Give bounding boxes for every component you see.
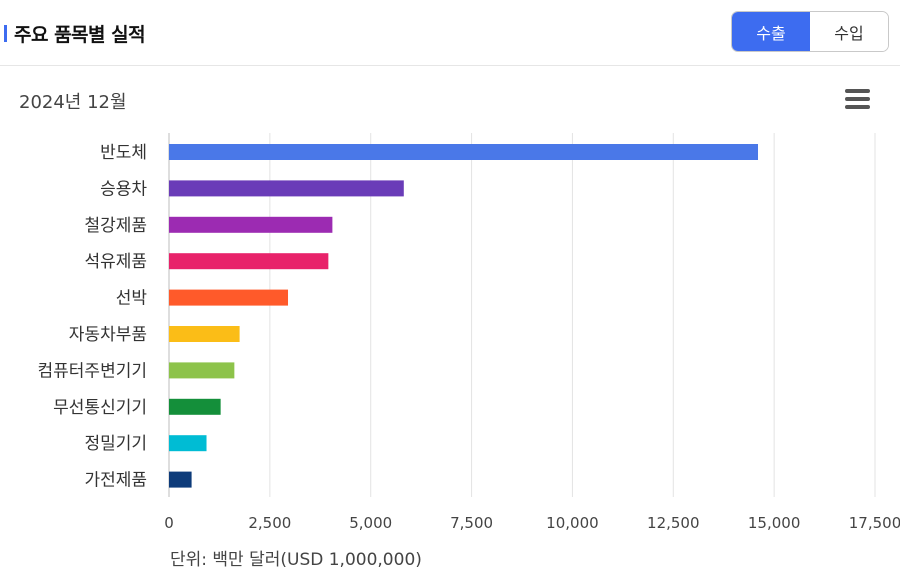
bar (169, 435, 207, 452)
x-tick-label: 10,000 (546, 514, 599, 532)
x-tick-label: 15,000 (748, 514, 801, 532)
unit-note: 단위: 백만 달러(USD 1,000,000) (170, 550, 422, 570)
x-tick-label: 12,500 (647, 514, 700, 532)
bar (169, 253, 329, 270)
bar (169, 471, 192, 488)
export-button[interactable]: 수출 (732, 12, 810, 51)
bar (169, 180, 404, 197)
chart-header: 주요 품목별 실적 수출 수입 (0, 0, 900, 66)
period-label: 2024년 12월 (19, 92, 127, 113)
category-label: 컴퓨터주변기기 (38, 361, 147, 381)
x-tick-label: 0 (164, 514, 174, 532)
category-label: 철강제품 (84, 216, 147, 236)
x-tick-label: 2,500 (248, 514, 291, 532)
bar (169, 362, 235, 379)
category-label: 선박 (116, 289, 148, 309)
category-label: 자동차부품 (69, 325, 147, 345)
x-tick-label: 17,500 (849, 514, 900, 532)
hamburger-menu-icon[interactable] (845, 89, 870, 111)
category-label: 가전제품 (84, 471, 147, 491)
bar (169, 144, 759, 160)
category-label: 석유제품 (84, 252, 147, 272)
bar (169, 216, 333, 233)
category-label: 승용차 (100, 179, 147, 199)
title-accent-bar (4, 25, 7, 42)
x-tick-label: 7,500 (450, 514, 493, 532)
bar (169, 326, 240, 342)
import-button[interactable]: 수입 (810, 12, 888, 51)
bar (169, 398, 221, 415)
category-label: 무선통신기기 (53, 398, 147, 418)
x-tick-label: 5,000 (349, 514, 392, 532)
category-label: 정밀기기 (84, 434, 147, 454)
category-label: 반도체 (100, 143, 147, 163)
page-title: 주요 품목별 실적 (14, 24, 146, 46)
export-import-toggle: 수출 수입 (731, 11, 889, 52)
bar (169, 289, 289, 306)
